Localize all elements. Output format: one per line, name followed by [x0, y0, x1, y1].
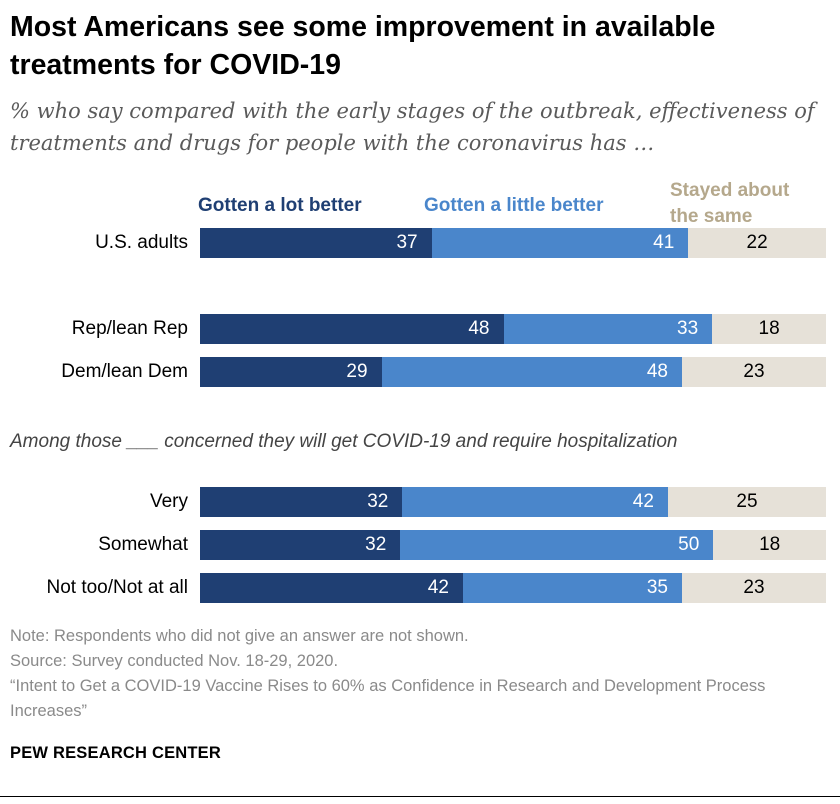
bar-segment-same	[667, 487, 826, 517]
bar-segment-weak	[381, 357, 682, 387]
bar-not-too-not-at-all: 42 35 23	[200, 573, 826, 603]
data-label-same: 23	[743, 577, 765, 598]
row-label-not-too-not-at-all: Not too/Not at all	[46, 577, 188, 598]
data-label-strong: 42	[427, 577, 449, 598]
row-label-u-s-adults: U.S. adults	[95, 232, 188, 253]
bar-segment-same	[712, 314, 826, 344]
bar-segment-strong	[200, 487, 403, 517]
chart-subtitle: % who say compared with the early stages…	[10, 99, 815, 155]
chart-title: Most Americans see some improvement in a…	[10, 11, 716, 81]
source-text: Source: Survey conducted Nov. 18-29, 202…	[10, 652, 339, 670]
data-label-strong: 48	[468, 318, 490, 339]
data-label-same: 18	[759, 534, 781, 555]
data-label-same: 22	[746, 232, 768, 253]
bar-segment-strong	[200, 314, 504, 344]
data-label-strong: 37	[396, 232, 418, 253]
bar-segment-same	[688, 228, 826, 258]
bar-segment-weak	[431, 228, 689, 258]
note-text: Note: Respondents who did not give an an…	[10, 627, 469, 645]
data-label-strong: 32	[367, 491, 389, 512]
legend-stayed-about-the-same: Stayed about the same	[670, 180, 790, 227]
legend-gotten-a-little-better: Gotten a little better	[424, 195, 604, 216]
group-note: Among those ___ concerned they will get …	[10, 431, 678, 452]
data-label-weak: 42	[632, 491, 654, 512]
report-title: “Intent to Get a COVID-19 Vaccine Rises …	[10, 677, 766, 720]
legend-gotten-a-lot-better: Gotten a lot better	[198, 195, 362, 216]
bar-somewhat: 32 50 18	[200, 530, 826, 560]
bar-segment-same	[713, 530, 826, 560]
data-label-same: 23	[743, 361, 765, 382]
bar-segment-weak	[400, 530, 714, 560]
chart-notes: Note: Respondents who did not give an an…	[10, 624, 810, 724]
bar-rep-lean-rep: 48 33 18	[200, 314, 826, 344]
bar-segment-weak	[503, 314, 713, 344]
pew-research-center-logo: PEW RESEARCH CENTER	[10, 744, 221, 762]
bottom-rule	[0, 796, 840, 797]
bar-segment-weak	[402, 487, 668, 517]
bar-segment-same	[682, 573, 826, 603]
data-label-weak: 35	[646, 577, 668, 598]
data-label-same: 25	[736, 491, 758, 512]
data-label-strong: 32	[365, 534, 387, 555]
data-label-weak: 48	[646, 361, 668, 382]
row-label-very: Very	[149, 491, 188, 512]
row-label-somewhat: Somewhat	[98, 534, 188, 555]
bar-u-s-adults: 37 41 22	[200, 228, 826, 258]
bar-segment-strong	[200, 573, 463, 603]
bar-segment-strong	[200, 357, 382, 387]
bar-segment-weak	[462, 573, 682, 603]
data-label-weak: 41	[653, 232, 675, 253]
row-label-dem-lean-dem: Dem/lean Dem	[61, 361, 188, 382]
bar-segment-strong	[200, 530, 401, 560]
data-label-strong: 29	[346, 361, 368, 382]
data-label-weak: 50	[678, 534, 700, 555]
bar-very: 32 42 25	[200, 487, 826, 517]
row-label-rep-lean-rep: Rep/lean Rep	[71, 318, 188, 339]
bar-dem-lean-dem: 29 48 23	[200, 357, 826, 387]
data-label-weak: 33	[677, 318, 699, 339]
data-label-same: 18	[758, 318, 780, 339]
bar-segment-same	[682, 357, 826, 387]
bar-segment-strong	[200, 228, 432, 258]
